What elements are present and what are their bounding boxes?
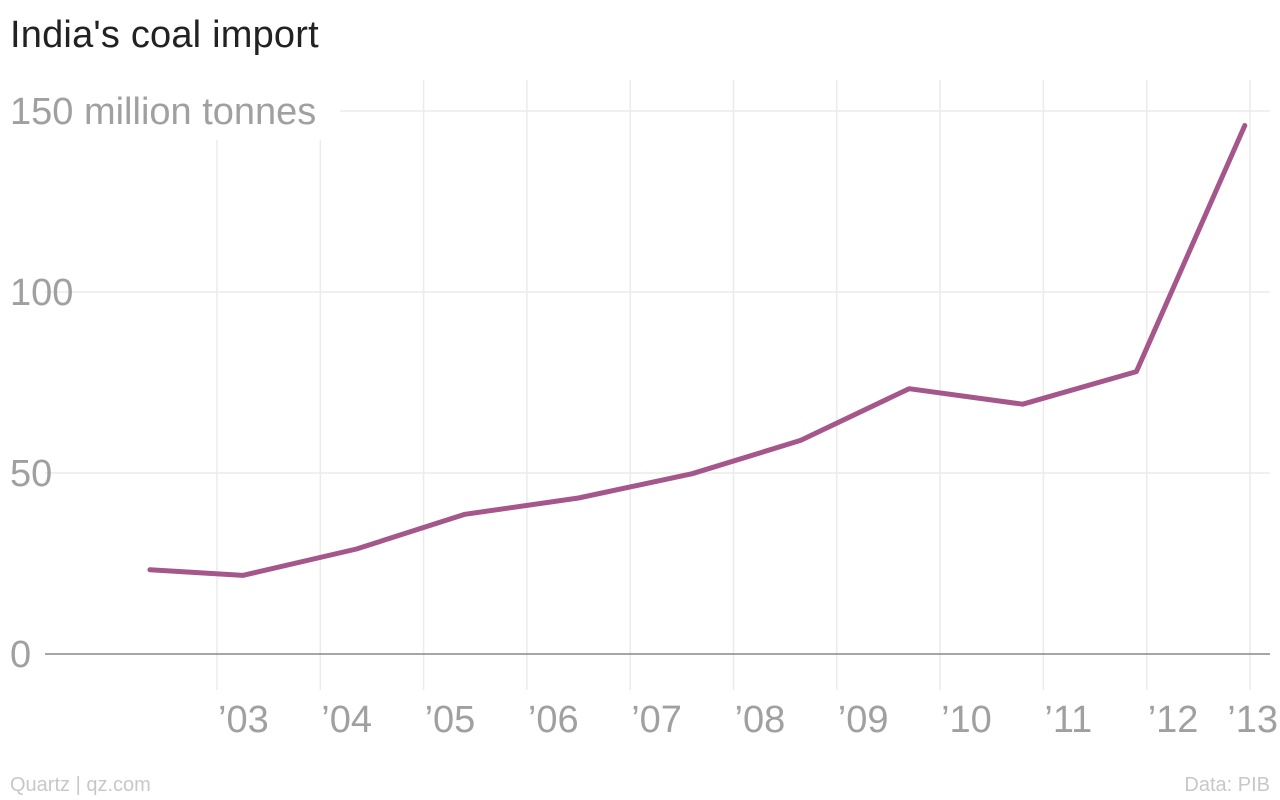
y-tick-label: 0 [10, 634, 31, 676]
x-tick-label: ’05 [425, 699, 476, 741]
series-line [147, 123, 1248, 578]
x-tick-label: ’06 [528, 699, 579, 741]
footer-source: Data: PIB [1184, 774, 1270, 796]
x-tick-label: ’12 [1148, 699, 1199, 741]
y-tick-label: 100 [10, 272, 73, 314]
x-tick-label: ’08 [735, 699, 786, 741]
chart-title: India's coal import [10, 14, 319, 56]
tick-label-layer: 0 50 100 150 million tonnes ’03 ’04 ’05 ’06 ’07 ’… [10, 91, 1278, 741]
x-tick-label: ’13 [1227, 699, 1278, 741]
x-tick-label: ’03 [218, 699, 269, 741]
series-layer [147, 123, 1248, 578]
y-tick-label: 50 [10, 453, 52, 495]
footer-credit: Quartz | qz.com [10, 774, 151, 796]
x-tick-label: ’10 [941, 699, 992, 741]
y-tick-label: 150 million tonnes [10, 91, 316, 133]
x-tick-label: ’07 [631, 699, 682, 741]
x-tick-label: ’09 [838, 699, 889, 741]
x-tick-label: ’04 [321, 699, 372, 741]
x-tick-label: ’11 [1044, 699, 1092, 741]
grid-layer [45, 80, 1270, 690]
